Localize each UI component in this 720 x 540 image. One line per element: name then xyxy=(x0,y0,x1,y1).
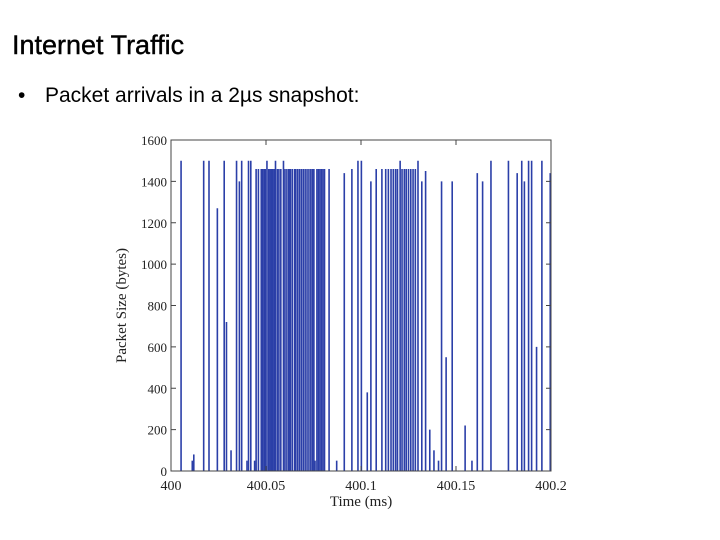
bullet-dot: • xyxy=(18,84,26,107)
bullet-row: • Packet arrivals in a 2µs snapshot: xyxy=(18,84,359,108)
x-tick-label: 400.1 xyxy=(345,479,377,494)
bars-layer xyxy=(180,160,552,471)
y-tick-label: 600 xyxy=(148,340,168,355)
bullet-text: Packet arrivals in a 2µs snapshot: xyxy=(45,84,360,107)
ticks-layer: 400 400.05 400.1 400.15 400.2 0 200 400 600 800 10… xyxy=(141,133,567,494)
x-tick-label: 400.2 xyxy=(535,479,567,494)
y-tick-label: 0 xyxy=(161,464,168,479)
y-tick-label: 1400 xyxy=(141,174,167,189)
y-tick-label: 1000 xyxy=(141,257,167,272)
y-tick-label: 800 xyxy=(148,299,168,314)
x-tick-label: 400.15 xyxy=(437,479,476,494)
x-tick-label: 400 xyxy=(161,479,182,494)
y-axis-label: Packet Size (bytes) xyxy=(114,248,130,363)
slide-title: Internet Traffic xyxy=(12,30,185,60)
y-tick-label: 1600 xyxy=(141,133,167,148)
y-tick-label: 1200 xyxy=(141,216,167,231)
x-tick-label: 400.05 xyxy=(247,479,286,494)
x-axis-label: Time (ms) xyxy=(330,494,392,510)
y-tick-label: 400 xyxy=(148,381,168,396)
y-tick-label: 200 xyxy=(148,423,168,438)
